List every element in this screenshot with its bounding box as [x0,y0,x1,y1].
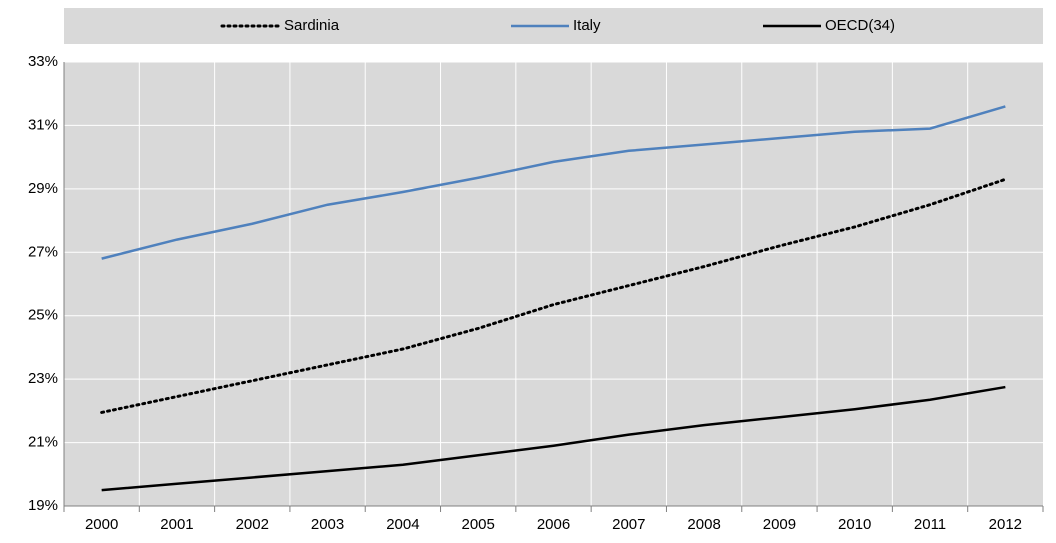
series-line [101,385,1006,492]
y-tick-label: 21% [28,434,58,451]
legend-label: OECD(34) [825,17,895,34]
y-tick-label: 33% [28,53,58,70]
x-tick-label: 2007 [612,516,645,533]
x-tick-label: 2001 [160,516,193,533]
x-tick-label: 2000 [85,516,118,533]
x-tick-label: 2011 [914,516,946,533]
x-tick-label: 2003 [311,516,344,533]
x-tick-label: 2004 [386,516,419,533]
x-tick-label: 2006 [537,516,570,533]
y-tick-label: 29% [28,180,58,197]
y-tick-label: 31% [28,116,58,133]
x-tick-label: 2009 [763,516,796,533]
x-tick-label: 2010 [838,516,871,533]
y-tick-label: 19% [28,497,58,514]
series-line [101,105,1006,260]
y-tick-label: 23% [28,370,58,387]
series-line [100,177,1007,414]
legend-label: Sardinia [284,17,340,34]
y-tick-label: 25% [28,307,58,324]
x-tick-label: 2005 [462,516,495,533]
x-tick-label: 2008 [687,516,720,533]
x-tick-label: 2002 [236,516,269,533]
legend-label: Italy [573,17,601,34]
y-tick-label: 27% [28,243,58,260]
x-tick-label: 2012 [989,516,1022,533]
plot-background [64,62,1043,506]
